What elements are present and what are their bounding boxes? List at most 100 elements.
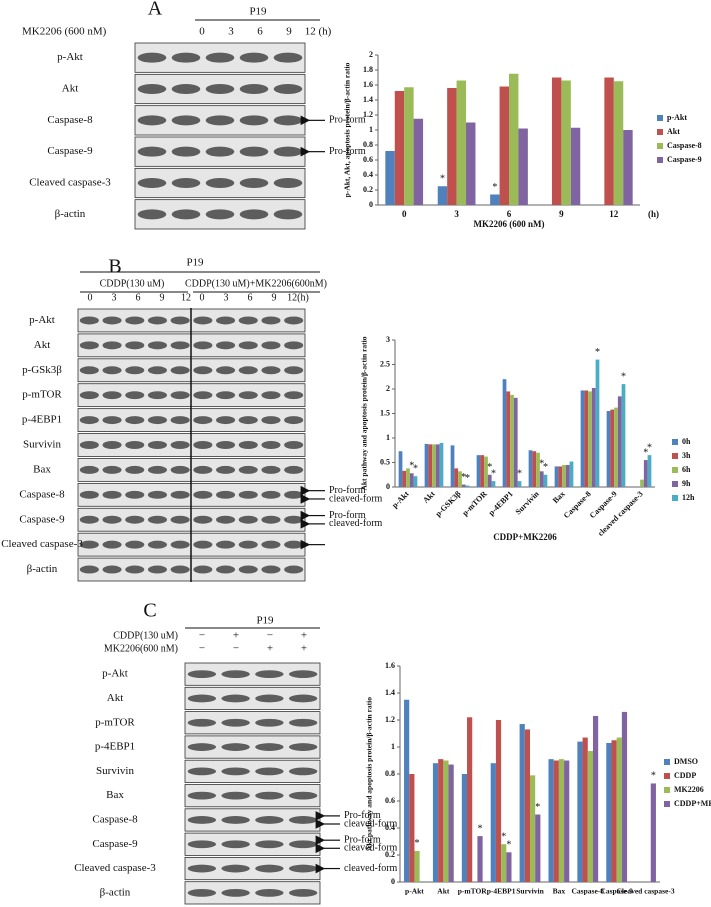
blot-band [170,416,190,425]
blot-band [171,146,201,157]
blot-band [171,209,201,220]
x-tick-label: Survivin [514,489,542,517]
panel-letter: C [143,600,156,622]
blot-band [216,515,236,524]
blot-strip [184,662,321,686]
blot-band [125,391,145,400]
significance: * [621,371,626,382]
blot-band [288,694,318,703]
bar [623,130,633,205]
blot-band [147,540,167,549]
bar [536,452,540,487]
bar [543,474,548,487]
row-label: Survivin [23,439,61,451]
bar [518,128,528,205]
significance: * [643,447,648,458]
blot-band [238,515,258,524]
x-tick-label: 0 [402,209,407,219]
blot-band [79,465,99,474]
blot-band [255,791,284,800]
bar [424,443,429,487]
legend-label: Caspase-8 [667,141,702,150]
y-tick-label: 0.4 [363,170,373,179]
bar [517,481,522,487]
blot-band [284,366,304,375]
blot-band [147,490,167,499]
blot-band [221,694,250,703]
blot-band [255,888,284,897]
condition-sign: + [267,643,273,655]
legend-label: MK2206 [674,785,704,794]
significance: * [595,347,600,358]
bar [467,717,473,882]
row-label: Caspase-9 [19,513,65,525]
legend-label: Akt [667,127,680,136]
blot-band [137,177,167,189]
blot-band [147,366,167,375]
condition-label: CDDP(130 uM) [113,630,178,641]
blot-band [125,490,145,499]
significance: * [506,840,511,851]
lane-label: 0 [200,292,205,303]
y-tick-label: 1.8 [363,65,373,74]
lane-label: 9 [286,26,292,38]
x-tick-label: p-mTOR [458,887,488,896]
x-unit: (h) [648,209,659,219]
blot-band [273,83,303,95]
blot-band [79,391,99,400]
blot-band [125,366,145,375]
significance: * [543,462,548,473]
bar [647,455,652,487]
x-tick-label: Cleaved caspase-3 [616,887,674,896]
blot-band [284,391,304,400]
bar [553,760,559,882]
blot-band [193,341,213,350]
bar [640,479,644,487]
row-label: Bax [106,789,124,801]
x-tick-label: p-Akt [390,489,411,510]
x-tick-label: Akt [437,887,450,896]
y-tick-label: 0.5 [380,457,390,466]
legend-swatch [672,495,678,501]
lane-label: 12(h) [287,292,309,303]
row-label: Caspase-8 [19,488,65,500]
blot-band [288,767,318,776]
significance: * [535,802,540,813]
legend-swatch [672,467,678,473]
row-label: p-Akt [57,51,83,63]
bar [506,391,511,487]
blot-band [221,791,250,800]
significance: * [539,459,544,470]
bar [406,468,410,487]
blot-band [147,391,167,400]
blot-band [288,718,318,727]
row-label: β-actin [55,208,86,220]
blot-band [79,316,99,325]
legend-swatch [672,439,678,445]
significance: * [409,461,414,472]
blot-band [125,316,145,325]
y-tick-label: 1.2 [385,715,395,724]
blot-band [238,341,258,350]
arrow-label: Pro-form [344,810,381,821]
y-tick-label: 1 [386,433,390,442]
y-tick-label: 0.6 [385,796,395,805]
significance: * [647,442,652,453]
lane-label: 0 [199,26,205,38]
bar [613,81,624,205]
blot-band [193,565,213,574]
bar [432,763,439,882]
blot-band [125,540,145,549]
blot-band [255,670,284,679]
arrow-label: Pro-form [344,834,381,845]
legend-label: 12h [682,493,695,502]
x-tick-label: Caspase-8 [562,489,593,520]
lane-label: 6 [248,292,253,303]
blot-band [261,565,281,574]
blot-band [187,791,217,800]
bar [592,715,599,882]
y-tick-label: 1.4 [385,688,395,697]
bar [447,88,457,205]
blot-band [261,441,281,449]
blot-band [238,565,258,574]
